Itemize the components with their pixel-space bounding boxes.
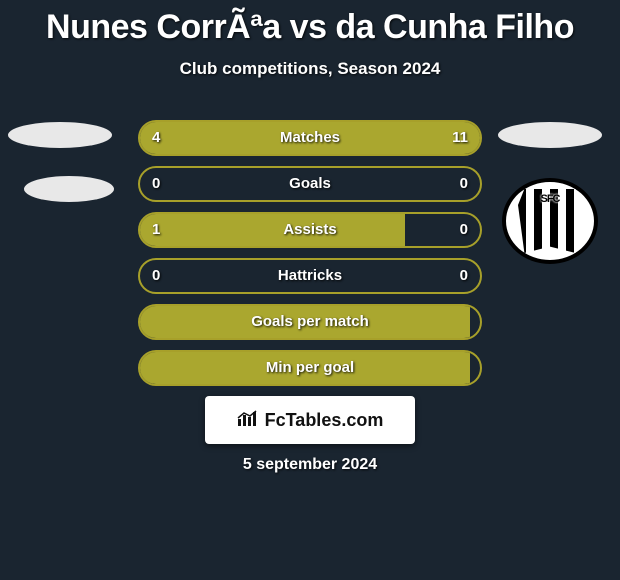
stat-row: Assists1 0	[138, 212, 482, 248]
stat-label: Goals	[140, 168, 480, 200]
stat-value-left: 1	[152, 214, 160, 246]
stat-row: Goals0 0	[138, 166, 482, 202]
brand-card: FcTables.com	[205, 396, 415, 444]
comparison-title: Nunes CorrÃªa vs da Cunha Filho	[0, 0, 620, 47]
brand-chart-icon	[237, 409, 259, 432]
stat-value-left: 0	[152, 168, 160, 200]
stat-value-right: 0	[460, 214, 468, 246]
stat-value-right: 0	[460, 168, 468, 200]
stat-label: Goals per match	[140, 306, 480, 338]
stat-row: Matches4 11	[138, 120, 482, 156]
stat-label: Min per goal	[140, 352, 480, 384]
stat-value-left: 4	[152, 122, 160, 154]
brand-text: FcTables.com	[265, 410, 384, 431]
comparison-subtitle: Club competitions, Season 2024	[0, 59, 620, 79]
club-badge-right: SFC	[502, 178, 598, 264]
stat-row: Hattricks0 0	[138, 258, 482, 294]
stat-value-left: 0	[152, 260, 160, 292]
stat-value-right: 0	[460, 260, 468, 292]
club-badge-text: SFC	[541, 193, 560, 205]
player-photo-left-placeholder	[8, 122, 112, 148]
stat-label: Matches	[140, 122, 480, 154]
comparison-date: 5 september 2024	[0, 456, 620, 474]
stat-label: Hattricks	[140, 260, 480, 292]
stat-value-right: 11	[452, 122, 468, 154]
stats-area: Matches411Goals00Assists10Hattricks00Goa…	[138, 120, 482, 396]
club-badge-left-placeholder	[24, 176, 114, 202]
player-photo-right-placeholder	[498, 122, 602, 148]
stat-row: Goals per match	[138, 304, 482, 340]
club-badge-shield: SFC	[518, 189, 582, 253]
stat-row: Min per goal	[138, 350, 482, 386]
stat-label: Assists	[140, 214, 480, 246]
